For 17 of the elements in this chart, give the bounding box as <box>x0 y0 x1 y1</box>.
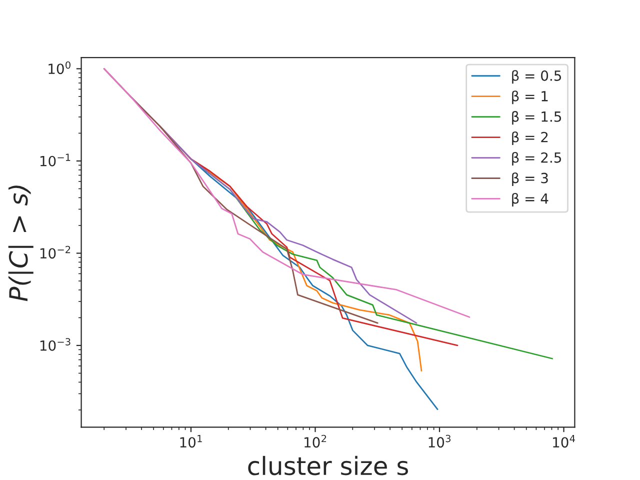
y-tick-label: 10$^{−2}$ <box>40 246 70 259</box>
y-axis-title: P(|C| > s) <box>8 186 34 302</box>
y-tick-label: 10$^{−3}$ <box>40 338 70 351</box>
legend-label: β = 3 <box>512 172 548 186</box>
x-tick-label: 10$^{3}$ <box>428 434 450 448</box>
x-tick-label: 10$^{1}$ <box>180 434 202 448</box>
y-tick-label: 10$^{−1}$ <box>40 154 70 166</box>
legend-label: β = 0.5 <box>512 70 562 84</box>
legend-label: β = 2 <box>512 132 548 146</box>
legend-label: β = 4 <box>512 192 548 206</box>
legend-label: β = 1.5 <box>512 111 562 125</box>
x-tick-label: 10$^{4}$ <box>553 434 575 448</box>
x-axis-title: cluster size s <box>248 456 408 476</box>
legend-label: β = 1 <box>512 90 548 104</box>
y-tick-label: 10$^{0}$ <box>48 61 70 74</box>
legend-label: β = 2.5 <box>512 152 562 166</box>
x-tick-label: 10$^{2}$ <box>304 434 326 448</box>
